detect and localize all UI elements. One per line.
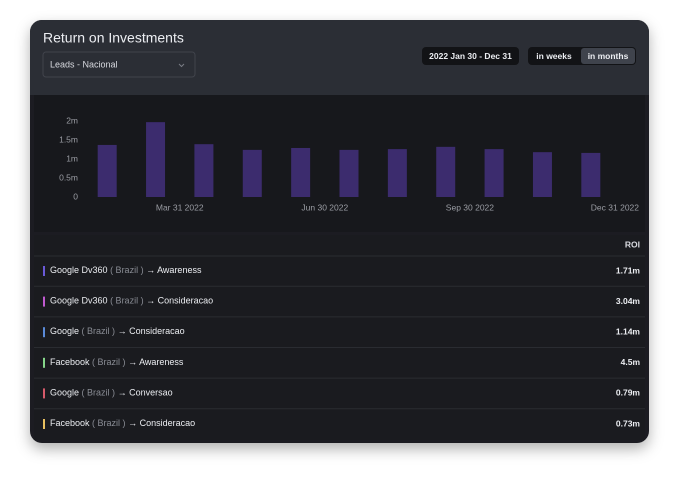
row-label-part: Awareness [157,265,202,275]
row-label: Facebook ( Brazil ) → Awareness [50,357,184,367]
row-label-part: ( Brazil ) [110,296,144,306]
row-label-part: ( Brazil ) [110,265,144,275]
row-label-part: Facebook [50,357,90,367]
bar [242,149,262,197]
bar [532,152,552,197]
row-label-part: ( Brazil ) [92,357,126,367]
roi-value: 0.79m [616,388,641,398]
row-label-part: Google [50,388,79,398]
x-tick-label: Sep 30 2022 [446,202,494,212]
date-pill[interactable] [422,47,519,65]
row-label-part: Awareness [139,357,184,367]
toggle-label: in weeks [536,51,572,61]
row-label-part: ( Brazil ) [92,418,126,428]
row-label-part: → [128,418,137,428]
roi-value: 0.73m [616,418,641,428]
y-tick-label: 1.5m [59,134,78,144]
row-label: Google Dv360 ( Brazil ) → Awareness [50,265,202,275]
bar [581,152,601,197]
row-label-part: Facebook [50,418,90,428]
toggle-button[interactable] [581,48,635,64]
bar [484,149,504,197]
chevron [178,63,185,68]
bar [291,147,311,197]
row-label-part: Consideracao [140,418,196,428]
dropdown-label: Leads - Nacional [50,59,118,69]
roi-value: 4.5m [621,357,641,367]
x-tick-label: Jun 30 2022 [301,202,348,212]
toggle-label: in months [588,51,629,61]
row-marker [43,327,45,338]
row-label: Facebook ( Brazil ) → Consideracao [50,418,195,428]
row-label-part: ( Brazil ) [82,327,116,337]
y-tick-label: 2m [66,115,78,125]
row-label-part: → [146,296,155,306]
roi-value: 3.04m [616,296,641,306]
dropdown[interactable] [42,51,196,78]
y-tick-label: 0 [73,191,78,201]
y-tick-label: 1m [66,153,78,163]
row-label-part: Conversao [129,388,173,398]
bar [436,146,456,197]
column-header: ROI [625,239,640,249]
row-label-part: Google [50,327,79,337]
row-label-part: → [146,265,155,275]
title: Return on Investments [43,30,184,46]
toggle-button[interactable] [529,48,579,64]
row-label-part: Google Dv360 [50,296,108,306]
bar [387,149,407,197]
row-marker [43,388,45,399]
table-bg [34,235,645,440]
row-label: Google Dv360 ( Brazil ) → Consideracao [50,296,213,306]
bar [97,144,117,197]
bar [339,149,359,197]
bar [194,144,214,197]
date-range: 2022 Jan 30 - Dec 31 [429,51,512,61]
row-label-part: ( Brazil ) [82,388,116,398]
bar [146,122,166,197]
row-label-part: → [118,327,127,337]
row-marker [43,266,45,276]
row-marker [43,419,45,429]
row-label-part: Google Dv360 [50,265,108,275]
row-label-part: → [118,388,127,398]
row-label-part: Consideracao [158,296,214,306]
row-label: Google ( Brazil ) → Conversao [50,388,173,398]
x-tick-label: Mar 31 2022 [156,202,204,212]
row-label-part: Consideracao [129,327,185,337]
x-tick-label: Dec 31 2022 [591,202,639,212]
row-label-part: → [128,357,137,367]
row-label: Google ( Brazil ) → Consideracao [50,327,185,337]
y-tick-label: 0.5m [59,172,78,182]
roi-value: 1.71m [616,265,641,275]
row-marker [43,357,45,368]
roi-value: 1.14m [616,326,641,336]
row-marker [43,296,45,307]
